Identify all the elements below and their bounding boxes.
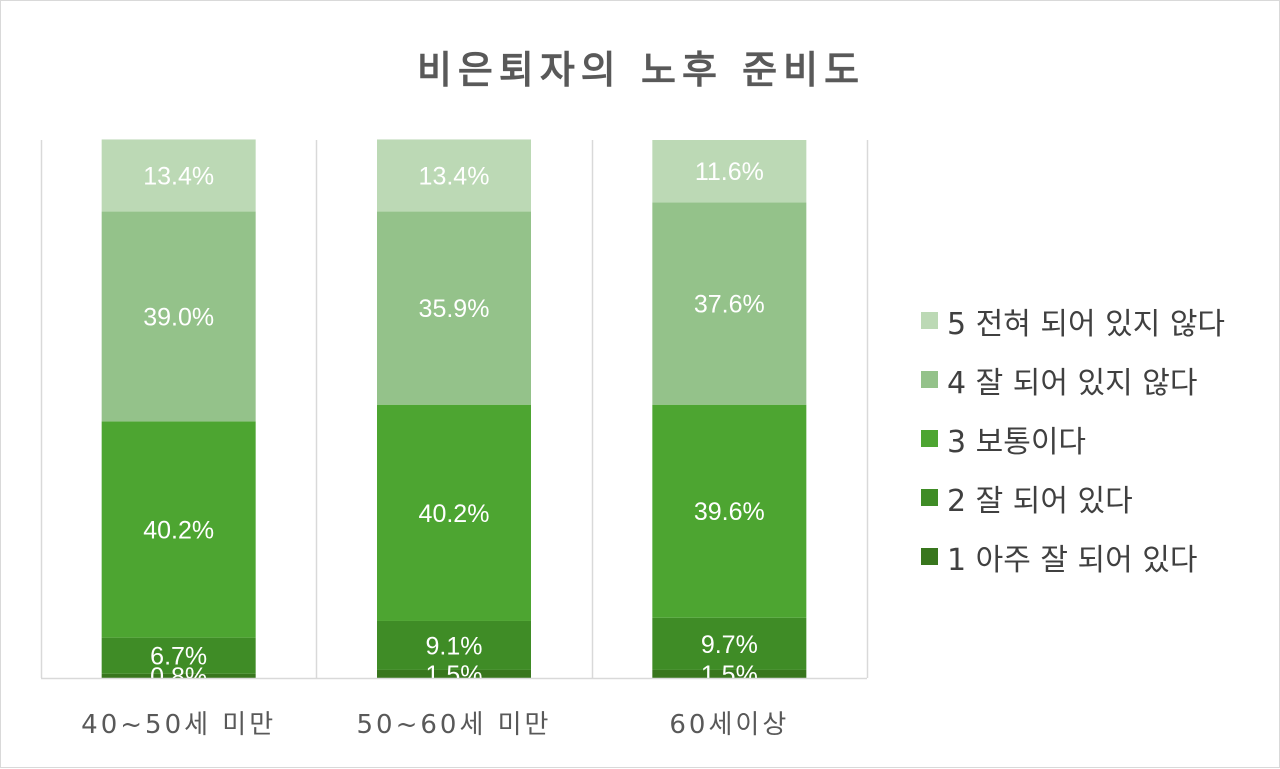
data-label-1-1: 0.8% [150,663,207,691]
bar-segment-1-2 [377,669,531,678]
legend-label-3: 3 보통이다 [947,424,1087,460]
data-label-4-1: 39.0% [143,303,214,331]
legend-label-2: 2 잘 되어 있다 [947,483,1133,519]
legend-swatch-4 [921,371,938,388]
legend-swatch-1 [921,548,938,565]
bar-segment-2-2 [377,620,531,670]
data-label-4-3: 37.6% [694,291,765,319]
bar-segment-5-2 [377,139,531,212]
category-label-2: 50~60세 미만 [357,710,552,740]
legend-item-2: 2 잘 되어 있다 [921,468,1225,527]
legend-swatch-5 [921,312,938,329]
data-label-2-2: 9.1% [426,632,483,660]
bar-segment-4-2 [377,211,531,405]
legend-swatch-3 [921,430,938,447]
bar-segment-2-3 [652,617,807,670]
bar-segment-3-1 [101,421,256,638]
legend-swatch-2 [921,489,938,506]
bar-segment-5-3 [652,140,807,203]
data-label-5-3: 11.6% [695,158,764,186]
bar-segment-3-2 [377,404,531,621]
data-label-5-1: 13.4% [143,163,214,191]
bar-segment-4-3 [652,202,807,405]
legend-item-1: 1 아주 잘 되어 있다 [921,527,1225,586]
category-label-1: 40~50세 미만 [81,710,276,740]
data-label-1-2: 1.5% [426,661,483,689]
data-label-3-2: 40.2% [419,500,490,528]
data-label-3-1: 40.2% [143,517,214,545]
legend-label-4: 4 잘 되어 있지 않다 [947,365,1198,401]
legend-label-1: 1 아주 잘 되어 있다 [947,542,1198,578]
data-label-5-2: 13.4% [419,163,490,191]
bar-segment-5-1 [101,139,256,212]
legend: 5 전혀 되어 있지 않다 4 잘 되어 있지 않다 3 보통이다 2 잘 되어… [921,291,1225,586]
legend-item-3: 3 보통이다 [921,409,1225,468]
data-label-3-3: 39.6% [694,498,765,526]
bar-segment-4-1 [101,211,256,422]
bar-segment-2-1 [101,637,256,674]
data-label-2-3: 9.7% [701,631,758,659]
bar-segment-1-3 [652,669,807,678]
bar-segment-1-1 [101,673,256,678]
data-label-2-1: 6.7% [150,643,207,671]
legend-label-5: 5 전혀 되어 있지 않다 [947,306,1226,342]
data-label-1-3: 1.5% [701,661,758,689]
legend-item-5: 5 전혀 되어 있지 않다 [921,291,1225,350]
legend-item-4: 4 잘 되어 있지 않다 [921,350,1225,409]
chart-title: 비은퇴자의 노후 준비도 [416,48,866,92]
data-label-4-2: 35.9% [419,295,490,323]
bar-segment-3-3 [652,404,807,618]
category-label-3: 60세이상 [669,710,789,740]
